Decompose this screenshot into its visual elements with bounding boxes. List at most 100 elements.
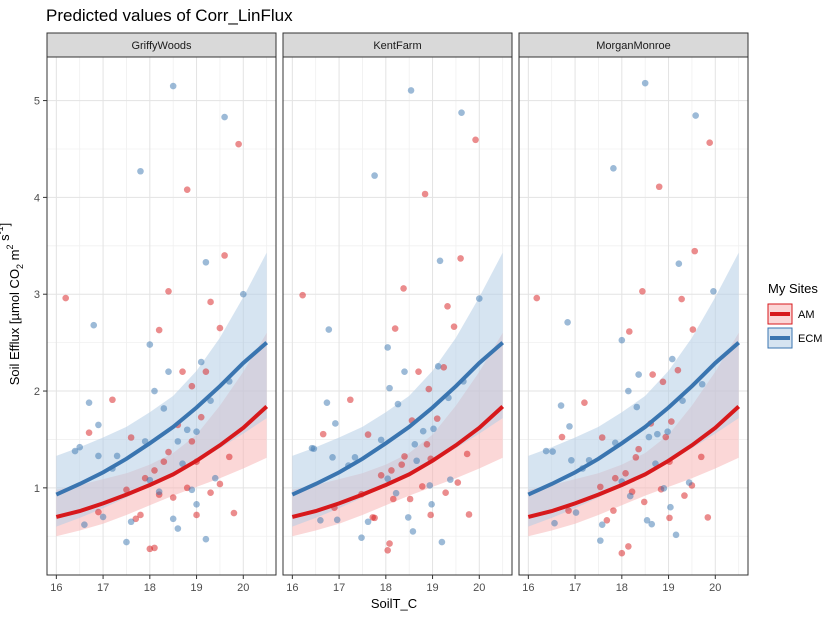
data-point-AM	[202, 368, 210, 375]
data-point-AM	[450, 323, 458, 330]
data-point-ECM	[95, 421, 102, 429]
data-point-AM	[197, 413, 205, 421]
data-point-AM	[384, 547, 391, 554]
y-axis-title-unit-part: ]	[0, 223, 12, 227]
data-point-ECM	[76, 443, 84, 451]
data-point-AM	[188, 382, 196, 390]
data-point-AM	[137, 511, 144, 519]
data-point-ECM	[146, 476, 154, 484]
fit-line-AM	[527, 405, 741, 519]
data-point-ECM	[664, 428, 671, 436]
data-point-AM	[421, 190, 429, 198]
data-point-AM	[95, 508, 102, 516]
y-tick-label: 1	[34, 483, 40, 495]
data-point-ECM	[597, 537, 604, 544]
data-point-ECM	[426, 482, 434, 489]
data-point-AM	[109, 396, 116, 404]
ribbon-ECM	[56, 252, 267, 527]
data-point-AM	[625, 543, 632, 550]
x-tick-label: 16	[522, 582, 534, 594]
y-tick-label: 4	[34, 192, 40, 204]
data-point-ECM	[364, 518, 372, 526]
data-point-ECM	[351, 454, 359, 461]
legend-label-AM: AM	[798, 309, 815, 321]
data-point-AM	[183, 186, 191, 193]
data-point-AM	[558, 433, 566, 441]
data-point-ECM	[95, 452, 102, 460]
data-point-ECM	[436, 257, 444, 265]
data-point-ECM	[549, 448, 556, 455]
y-axis-title-main: Soil Efflux	[7, 324, 22, 385]
data-point-ECM	[551, 519, 558, 527]
data-point-AM	[565, 507, 572, 514]
data-point-AM	[398, 461, 406, 468]
y-tick-label: 5	[34, 96, 40, 108]
facet-KentFarm: KentFarm 16 17 18 19 20	[282, 32, 513, 594]
fit-line-ECM	[527, 341, 741, 497]
data-point-ECM	[81, 521, 88, 528]
data-point-ECM	[557, 402, 565, 409]
data-point-ECM	[188, 486, 196, 494]
data-point-AM	[691, 247, 699, 255]
data-point-ECM	[137, 167, 144, 175]
data-point-AM	[165, 448, 172, 456]
data-point-ECM	[358, 534, 365, 542]
data-point-AM	[123, 486, 130, 494]
y-axis-title-unit-part: [µmol CO	[7, 269, 22, 324]
data-point-AM	[533, 294, 541, 302]
legend-title: My Sites	[768, 281, 818, 296]
data-point-AM	[625, 328, 633, 335]
data-point-AM	[689, 326, 697, 333]
data-point-ECM	[572, 509, 580, 516]
data-point-ECM	[155, 488, 163, 496]
data-point-AM	[85, 429, 93, 436]
data-point-AM	[697, 453, 705, 461]
data-point-AM	[597, 483, 604, 491]
data-point-AM	[151, 467, 158, 474]
data-point-AM	[598, 434, 606, 441]
data-point-ECM	[90, 321, 98, 329]
data-point-ECM	[654, 430, 661, 438]
data-point-ECM	[660, 485, 668, 492]
data-point-AM	[472, 136, 479, 144]
y-axis-title-unit-part: m	[7, 249, 22, 263]
x-tick-label: 20	[237, 582, 249, 594]
data-point-AM	[603, 516, 611, 524]
data-point-ECM	[685, 479, 693, 486]
data-point-ECM	[404, 514, 412, 521]
x-tick-label: 19	[662, 582, 674, 594]
data-point-ECM	[392, 489, 400, 497]
data-point-AM	[639, 288, 646, 295]
data-point-AM	[611, 474, 619, 482]
data-point-ECM	[332, 420, 339, 427]
data-point-AM	[427, 511, 434, 519]
data-point-AM	[207, 489, 214, 497]
data-point-ECM	[174, 438, 182, 445]
data-point-ECM	[447, 476, 454, 483]
data-point-AM	[649, 371, 656, 378]
data-point-ECM	[325, 326, 333, 333]
data-point-ECM	[618, 336, 626, 344]
data-point-ECM	[643, 516, 651, 524]
data-point-ECM	[371, 172, 378, 179]
data-point-ECM	[329, 454, 336, 461]
data-point-ECM	[169, 82, 177, 90]
data-point-ECM	[675, 260, 683, 268]
data-point-ECM	[151, 387, 158, 395]
data-point-AM	[678, 295, 685, 303]
x-tick-label: 19	[426, 582, 438, 594]
x-tick-label: 20	[473, 582, 485, 594]
data-point-AM	[674, 366, 682, 374]
data-point-ECM	[434, 363, 442, 370]
data-point-AM	[418, 483, 426, 490]
data-point-ECM	[384, 344, 391, 351]
data-point-AM	[230, 509, 238, 517]
data-point-ECM	[99, 513, 107, 521]
x-tick-label: 17	[569, 582, 581, 594]
data-point-AM	[216, 480, 224, 488]
data-point-ECM	[438, 538, 446, 546]
data-point-ECM	[430, 425, 437, 433]
data-point-ECM	[123, 538, 130, 546]
data-point-ECM	[409, 528, 417, 535]
